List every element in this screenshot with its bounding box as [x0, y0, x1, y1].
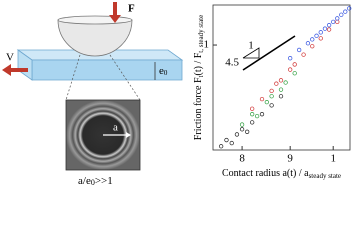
point: [305, 41, 311, 46]
plot-frame: [212, 4, 351, 151]
x-tick-label: 8: [239, 153, 245, 165]
point: [297, 47, 302, 53]
point: [283, 80, 288, 85]
point: [224, 137, 229, 143]
point: [310, 37, 315, 42]
projection-line: [109, 54, 141, 101]
radius-label: a: [113, 122, 118, 134]
point: [335, 19, 340, 25]
point: [259, 96, 265, 102]
point: [339, 12, 344, 17]
point: [314, 33, 319, 38]
point: [229, 140, 234, 146]
point: [250, 106, 255, 111]
ratio-label: a/e0>>1: [78, 175, 113, 187]
lens: [57, 19, 133, 57]
point: [322, 26, 328, 31]
x-label-part: Contact radius a(t) / a: [222, 168, 309, 179]
point: [278, 78, 284, 83]
point: [269, 94, 274, 99]
point: [239, 122, 245, 127]
point: [310, 44, 315, 49]
slope-run-label: 1: [248, 40, 254, 52]
point: [278, 87, 284, 92]
point: [254, 113, 260, 119]
point: [343, 9, 348, 14]
x-tick-label: 1: [330, 153, 336, 165]
chart: 8 9 1 1 Contact radius a(t) / asteady state F…: [193, 4, 352, 180]
ratio-rest: >>1: [95, 175, 113, 187]
velocity-label: V: [6, 52, 14, 64]
slope-triangle: [242, 47, 260, 59]
point: [278, 94, 284, 99]
x-label-part: steady state: [309, 172, 341, 180]
thickness-symbol: e: [159, 65, 164, 77]
thickness-subscript: 0: [164, 69, 168, 77]
thickness-label: e0: [159, 65, 168, 77]
point: [269, 88, 274, 94]
point: [301, 52, 306, 57]
radius-arrowhead: [126, 132, 131, 138]
point: [264, 100, 269, 105]
ratio-main: a/e: [78, 175, 91, 187]
point: [274, 81, 279, 86]
point: [269, 103, 274, 108]
ratio-subscript: 0: [91, 178, 95, 187]
point: [292, 71, 297, 76]
point: [250, 112, 255, 117]
y-label-part: t: [197, 75, 205, 77]
slope-guide: [242, 35, 296, 71]
force-label: F: [128, 3, 135, 15]
point: [292, 62, 297, 67]
plate-side: [17, 49, 33, 81]
y-axis-label: Friction force Ft(t) / Ft, steady state: [193, 15, 204, 140]
y-tick-label: 1: [204, 39, 210, 51]
x-tick-label: 9: [287, 153, 293, 165]
point: [234, 132, 240, 137]
x-axis-label: Contact radius a(t) / asteady state: [222, 168, 341, 179]
lens-top: [57, 15, 133, 25]
point: [347, 6, 352, 11]
point: [318, 36, 323, 41]
force-arrowhead: [109, 15, 121, 23]
point: [250, 120, 255, 125]
point: [335, 16, 340, 21]
point: [288, 67, 293, 72]
point: [259, 112, 265, 117]
y-label-part: t, steady state: [197, 15, 205, 53]
point: [326, 23, 332, 28]
slope-rise-label: 4.5: [225, 57, 239, 69]
point: [245, 129, 250, 134]
point: [331, 19, 336, 25]
velocity-arrowhead: [2, 64, 11, 76]
point: [326, 27, 332, 32]
point: [218, 144, 224, 149]
point: [239, 127, 245, 132]
diagram: F V e0 a a/e0>>1: [2, 2, 184, 187]
point: [288, 56, 293, 61]
point: [318, 30, 323, 35]
y-label-part: Friction force F: [193, 77, 204, 140]
y-label-part: (t) / F: [193, 52, 204, 75]
